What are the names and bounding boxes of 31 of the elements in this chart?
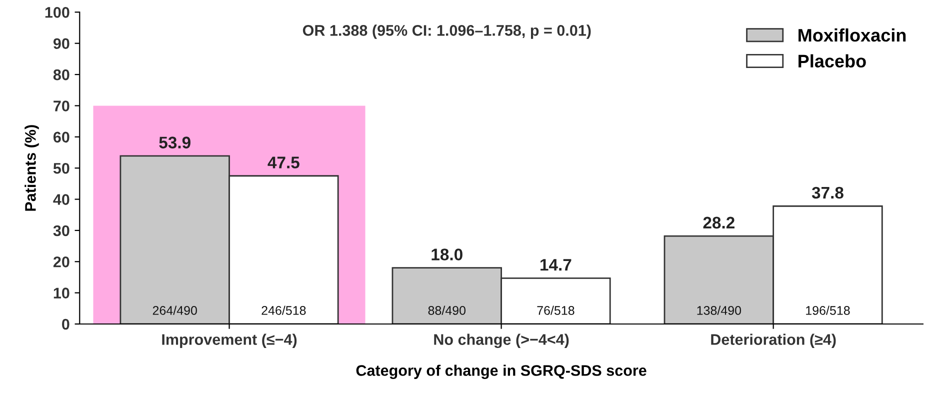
y-tick-label: 90 bbox=[53, 38, 70, 50]
data-label: 53.9 bbox=[159, 136, 190, 148]
annotation: 196/518 bbox=[806, 306, 850, 315]
y-tick-label: 10 bbox=[54, 288, 70, 298]
data-label: 18.0 bbox=[432, 248, 462, 260]
annotation: 246/518 bbox=[262, 306, 306, 315]
y-axis-title: Patients (%) bbox=[24, 125, 39, 211]
legend-label: Moxifloxacin bbox=[798, 28, 906, 42]
y-tick-label: 60 bbox=[53, 132, 70, 143]
y-tick-label: 20 bbox=[53, 256, 70, 268]
data-label: 47.5 bbox=[268, 156, 300, 168]
data-label: 37.8 bbox=[812, 186, 844, 199]
x-tick-label: Deterioration (≥4) bbox=[711, 334, 836, 348]
y-tick-label: 80 bbox=[53, 69, 70, 80]
x-axis-title: Category of change in SGRQ-SDS score bbox=[356, 364, 646, 380]
y-tick-label: 0 bbox=[62, 318, 70, 330]
x-tick-label: Improvement (≤−4) bbox=[162, 334, 297, 348]
y-tick-label: 100 bbox=[45, 7, 70, 18]
annotation: 88/490 bbox=[428, 306, 466, 315]
y-tick-label: 40 bbox=[53, 194, 70, 205]
legend-label: Placebo bbox=[798, 54, 866, 68]
x-tick-label: No change (>−4<4) bbox=[434, 334, 569, 348]
y-tick-label: 50 bbox=[53, 162, 70, 174]
annotation: 264/490 bbox=[152, 306, 197, 315]
y-tick-label: 30 bbox=[53, 225, 70, 236]
y-tick-label: 70 bbox=[54, 100, 70, 112]
data-label: 14.7 bbox=[540, 259, 572, 271]
annotation: OR 1.388 (95% CI: 1.096–1.758, p = 0.01) bbox=[302, 24, 591, 39]
annotation: 76/518 bbox=[537, 306, 574, 315]
annotation: 138/490 bbox=[697, 306, 742, 315]
data-label: 28.2 bbox=[703, 216, 734, 229]
